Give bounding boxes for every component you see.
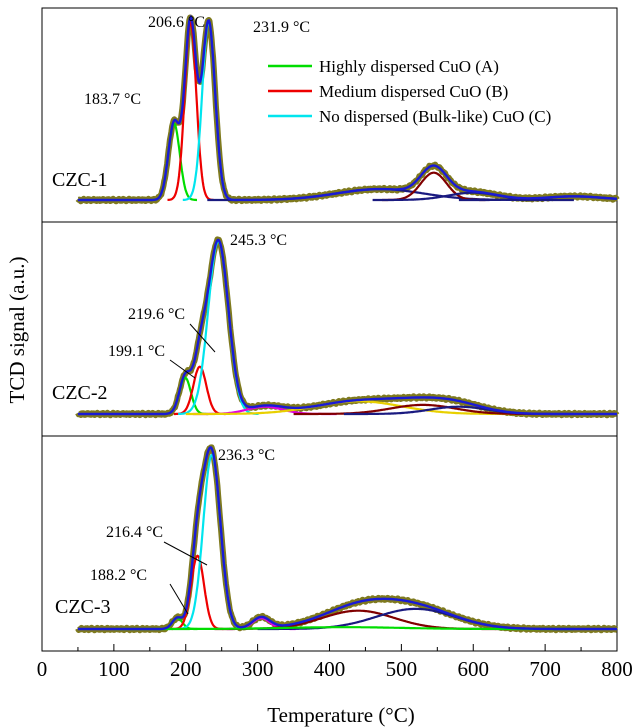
legend-entry: No dispersed (Bulk-like) CuO (C) bbox=[319, 107, 551, 126]
fit-curve bbox=[77, 14, 617, 202]
leader-line bbox=[163, 541, 208, 566]
sample-label: CZC-2 bbox=[52, 382, 108, 404]
x-axis: 0 100 200 300 400 500 600 700 800 bbox=[37, 644, 633, 681]
leader-line bbox=[189, 323, 216, 353]
panel-frame bbox=[41, 435, 618, 652]
panels-group: CZC-1 206.6 °C 231.9 °C 183.7 °C Highly disp… bbox=[41, 7, 620, 652]
peak-label: 183.7 °C bbox=[84, 91, 141, 108]
peak-label: 231.9 °C bbox=[253, 19, 310, 36]
peak-label: 236.3 °C bbox=[218, 447, 275, 464]
component-curve-5 bbox=[185, 400, 531, 416]
x-tick-label: 800 bbox=[601, 657, 633, 681]
peak-label: 199.1 °C bbox=[108, 343, 165, 360]
experimental-curve bbox=[75, 236, 620, 419]
peak-label: 206.6 °C bbox=[148, 14, 205, 31]
x-tick-label: 600 bbox=[458, 657, 490, 681]
panel-czc-2: CZC-2 245.3 °C 219.6 °C 199.1 °C bbox=[41, 221, 620, 437]
peak-label: 188.2 °C bbox=[90, 567, 147, 584]
x-tick-label: 100 bbox=[98, 657, 130, 681]
legend-entry: Medium dispersed CuO (B) bbox=[319, 82, 508, 101]
component-curve-1 bbox=[162, 376, 209, 416]
legend-entry: Highly dispersed CuO (A) bbox=[319, 57, 499, 76]
y-axis-title: TCD signal (a.u.) bbox=[5, 257, 29, 404]
x-tick-label: 400 bbox=[314, 657, 346, 681]
panel-czc-3: CZC-3 236.3 °C 216.4 °C 188.2 °C bbox=[41, 435, 620, 652]
panel-czc-1: CZC-1 206.6 °C 231.9 °C 183.7 °C Highly disp… bbox=[41, 7, 620, 223]
peak-label: 219.6 °C bbox=[128, 306, 185, 323]
component-curve-7 bbox=[113, 626, 574, 631]
component-curve-1 bbox=[151, 122, 197, 202]
sample-label: CZC-3 bbox=[55, 596, 111, 618]
component-curve-6 bbox=[372, 191, 574, 202]
component-curve-2 bbox=[171, 554, 224, 631]
legend: Highly dispersed CuO (A) Medium dispersed… bbox=[268, 57, 551, 126]
leader-line bbox=[169, 583, 189, 615]
peak-label: 216.4 °C bbox=[106, 524, 163, 541]
component-curve-3 bbox=[182, 19, 235, 201]
x-axis-title: Temperature (°C) bbox=[267, 703, 414, 727]
x-tick-label: 200 bbox=[170, 657, 202, 681]
x-tick-label: 700 bbox=[529, 657, 561, 681]
sample-label: CZC-1 bbox=[52, 169, 108, 191]
leader-line bbox=[169, 359, 196, 379]
x-tick-label: 0 bbox=[37, 657, 48, 681]
fit-curve bbox=[77, 238, 617, 416]
x-tick-label: 500 bbox=[386, 657, 418, 681]
component-curve-2 bbox=[167, 19, 214, 201]
x-tick-label: 300 bbox=[242, 657, 274, 681]
component-curve-6 bbox=[293, 403, 553, 416]
peak-label: 245.3 °C bbox=[230, 232, 287, 249]
fit-curve bbox=[77, 446, 617, 631]
